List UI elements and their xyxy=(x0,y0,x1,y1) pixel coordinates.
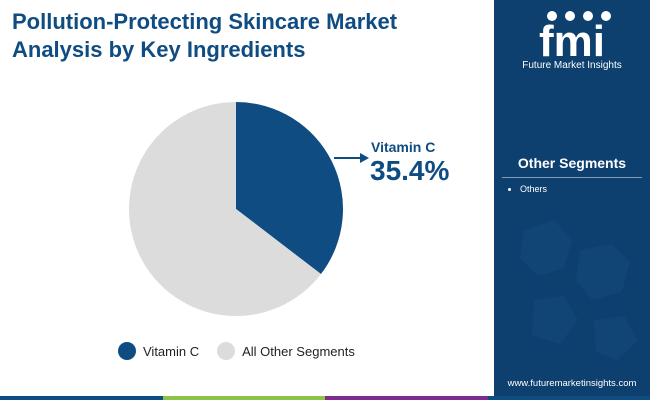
legend-swatch-vitamin-c xyxy=(118,342,136,360)
pie-chart xyxy=(128,102,369,316)
fmi-logo-mark: fmi xyxy=(539,11,611,58)
bottom-bar-segment xyxy=(162,396,325,400)
pie-slices xyxy=(128,102,343,316)
callout-value: 35.4% xyxy=(370,155,450,186)
bottom-bar-segment xyxy=(0,396,163,400)
legend-label-vitamin-c: Vitamin C xyxy=(143,343,200,359)
logo-text: fmi xyxy=(539,17,605,58)
map-texture xyxy=(520,220,638,360)
pie-slice-all-other-segments xyxy=(128,102,321,316)
bullet-icon xyxy=(508,187,511,191)
legend-label-all-other-segments: All Other Segments xyxy=(242,343,355,359)
pie-slice-vitamin-c xyxy=(236,102,343,275)
callout-arrow xyxy=(334,153,369,163)
other-segments-list: Others xyxy=(508,184,547,194)
logo-caption: Future Market Insights xyxy=(522,60,622,71)
page-title: Pollution-Protecting Skincare Market Ana… xyxy=(12,9,398,62)
legend-item-all-other-segments: All Other Segments xyxy=(217,342,355,360)
chart-legend: Vitamin C All Other Segments xyxy=(118,342,373,360)
heading-divider xyxy=(502,177,642,178)
side-panel: fmi Future Market Insights Other Segment… xyxy=(494,0,650,400)
callout-label: Vitamin C xyxy=(371,139,436,155)
legend-swatch-all-other-segments xyxy=(217,342,236,360)
bottom-bar-segment xyxy=(487,396,650,400)
website-url: www.futuremarketinsights.com xyxy=(507,378,637,389)
other-segments-heading: Other Segments xyxy=(517,155,627,171)
legend-item-vitamin-c: Vitamin C xyxy=(118,342,199,360)
bottom-bar-segment xyxy=(325,396,488,400)
list-item: Others xyxy=(508,184,547,194)
segment-label: Others xyxy=(520,184,548,194)
company-logo: fmi Future Market Insights xyxy=(494,8,650,71)
